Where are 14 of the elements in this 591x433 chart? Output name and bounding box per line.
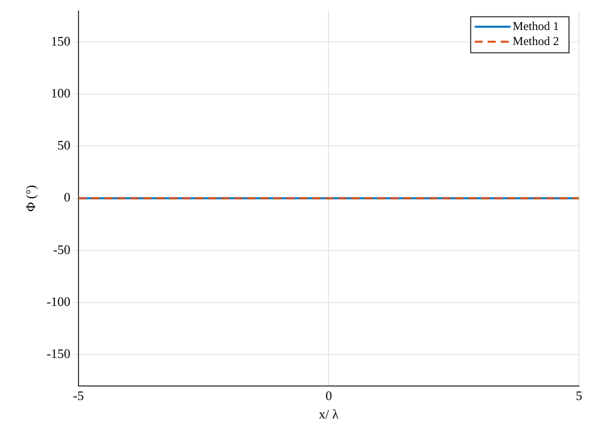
- y-tick-label: -100: [46, 294, 70, 309]
- y-axis-title: Φ (°): [23, 184, 38, 212]
- y-tick-label: -50: [53, 242, 70, 257]
- y-tick-label: 0: [64, 190, 70, 205]
- y-tick-label: 50: [57, 138, 70, 153]
- legend-label: Method 1: [512, 18, 560, 33]
- x-tick-label: -5: [73, 388, 84, 404]
- y-tick-label: 100: [50, 86, 70, 101]
- legend-label: Method 2: [512, 34, 560, 48]
- y-tick-label: 150: [50, 33, 70, 48]
- x-tick-label: 0: [325, 388, 332, 404]
- y-tick-label: -150: [46, 346, 70, 361]
- x-axis-title: x/ λ: [318, 406, 340, 422]
- x-tick-label: 5: [576, 388, 582, 404]
